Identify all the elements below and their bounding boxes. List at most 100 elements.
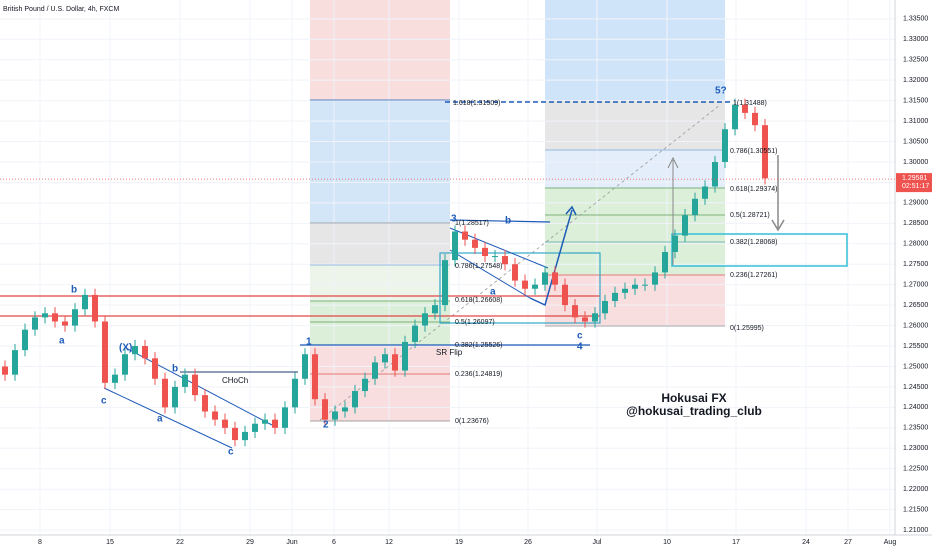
candle-body bbox=[232, 427, 238, 441]
wave-label: 5? bbox=[715, 86, 727, 97]
y-tick-label: 1.24500 bbox=[903, 384, 928, 391]
candle-body bbox=[142, 346, 148, 359]
candle-body bbox=[652, 272, 658, 285]
candle-body bbox=[252, 423, 258, 432]
fib-zones bbox=[310, 0, 725, 421]
candle-body bbox=[362, 378, 368, 392]
candle-body bbox=[312, 354, 318, 400]
candle-body bbox=[752, 112, 758, 126]
candles bbox=[2, 98, 768, 447]
candle-body bbox=[132, 346, 138, 355]
sr-flip-label: SR Flip bbox=[436, 348, 463, 357]
wave-label: a bbox=[490, 287, 496, 298]
chart-title: British Pound / U.S. Dollar, 4h, FXCM bbox=[3, 6, 119, 13]
x-tick-label: 6 bbox=[332, 539, 336, 546]
candle-body bbox=[322, 399, 328, 420]
candle-body bbox=[212, 411, 218, 420]
x-tick-label: 12 bbox=[385, 539, 393, 546]
y-tick-label: 1.23500 bbox=[903, 425, 928, 432]
candle-body bbox=[92, 294, 98, 322]
candle-body bbox=[222, 419, 228, 428]
y-tick-label: 1.30000 bbox=[903, 159, 928, 166]
candle-body bbox=[602, 301, 608, 314]
fib-label: 0(1.23676) bbox=[455, 418, 489, 425]
y-tick-label: 1.22000 bbox=[903, 486, 928, 493]
y-tick-label: 1.25000 bbox=[903, 363, 928, 370]
y-tick-label: 1.32500 bbox=[903, 57, 928, 64]
fib-label: 0.786(1.27548) bbox=[455, 263, 502, 270]
candle-body bbox=[282, 407, 288, 428]
candle-body bbox=[162, 378, 168, 408]
candle-body bbox=[52, 313, 58, 322]
fib-label: 0.618(1.26608) bbox=[455, 297, 502, 304]
wave-label: (X) bbox=[119, 343, 132, 354]
candle-body bbox=[2, 366, 8, 375]
candle-body bbox=[392, 354, 398, 371]
fib-label: 1.618(1.31509) bbox=[453, 100, 500, 107]
y-tick-label: 1.28500 bbox=[903, 220, 928, 227]
wave-label: 4 bbox=[577, 342, 583, 353]
candle-body bbox=[382, 354, 388, 363]
candle-body bbox=[762, 125, 768, 179]
candle-body bbox=[152, 358, 158, 379]
fib-label: 1(1.31488) bbox=[733, 100, 767, 107]
watermark: @hokusai_trading_club bbox=[626, 404, 762, 418]
last-price-box bbox=[896, 173, 932, 193]
candle-body bbox=[42, 313, 48, 318]
candle-body bbox=[672, 235, 678, 252]
y-tick-label: 1.33000 bbox=[903, 36, 928, 43]
fib-label: 0.5(1.28721) bbox=[730, 212, 770, 219]
watermark: Hokusai FX bbox=[661, 391, 726, 405]
y-tick-label: 1.27000 bbox=[903, 282, 928, 289]
annotations: 1.618(1.31509) 1(1.31488) 0.786(1.30551)… bbox=[59, 86, 777, 458]
candle-body bbox=[622, 288, 628, 293]
candle-body bbox=[412, 325, 418, 342]
candle-body bbox=[482, 247, 488, 257]
fib-label: 0(1.25995) bbox=[730, 325, 764, 332]
candle-body bbox=[742, 104, 748, 113]
candle-body bbox=[542, 272, 548, 285]
candle-body bbox=[632, 284, 638, 289]
fib-lines bbox=[310, 99, 725, 422]
candle-body bbox=[492, 256, 498, 258]
candle-body bbox=[192, 374, 198, 396]
candle-body bbox=[202, 395, 208, 412]
candle-body bbox=[242, 431, 248, 441]
candle-body bbox=[732, 104, 738, 130]
candle-body bbox=[432, 305, 438, 314]
y-tick-label: 1.27500 bbox=[903, 261, 928, 268]
y-tick-label: 1.23000 bbox=[903, 445, 928, 452]
candle-body bbox=[682, 215, 688, 236]
candle-body bbox=[612, 292, 618, 302]
candle-body bbox=[642, 284, 648, 286]
candle-body bbox=[62, 321, 68, 326]
candle-body bbox=[572, 305, 578, 318]
fib-label: 0.236(1.27261) bbox=[730, 272, 777, 279]
wave-label: 2 bbox=[323, 420, 329, 431]
candle-body bbox=[532, 284, 538, 289]
x-tick-label: 8 bbox=[38, 539, 42, 546]
wave-label: b bbox=[71, 285, 77, 296]
candle-body bbox=[452, 231, 458, 261]
candle-body bbox=[462, 231, 468, 240]
x-tick-label: 17 bbox=[732, 539, 740, 546]
x-tick-label: 26 bbox=[524, 539, 532, 546]
candle-body bbox=[32, 317, 38, 330]
candle-body bbox=[522, 280, 528, 289]
candle-body bbox=[82, 294, 88, 310]
y-tick-label: 1.26000 bbox=[903, 322, 928, 329]
y-tick-label: 1.25500 bbox=[903, 343, 928, 350]
fib-label: 0.382(1.28068) bbox=[730, 239, 777, 246]
fib-label: 1(1.28517) bbox=[455, 220, 489, 227]
candle-body bbox=[502, 256, 508, 265]
x-tick-label: 22 bbox=[176, 539, 184, 546]
candle-body bbox=[582, 317, 588, 322]
y-tick-label: 1.21500 bbox=[903, 506, 928, 513]
y-tick-label: 1.30500 bbox=[903, 138, 928, 145]
y-tick-label: 1.28000 bbox=[903, 241, 928, 248]
candle-body bbox=[22, 329, 28, 351]
candle-body bbox=[272, 419, 278, 428]
candle-body bbox=[72, 309, 78, 326]
y-tick-label: 1.31500 bbox=[903, 97, 928, 104]
